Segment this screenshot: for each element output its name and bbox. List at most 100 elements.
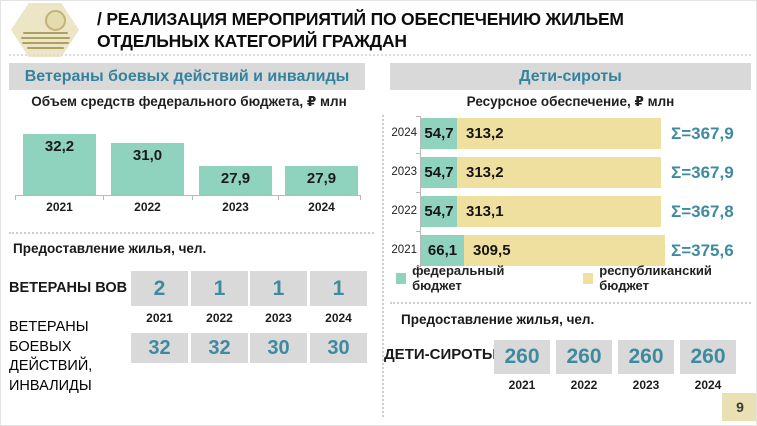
category-label-combat-veterans: ВЕТЕРАНЫ БОЕВЫХ ДЕЙСТВИЙ, ИНВАЛИДЫ [9, 318, 92, 396]
sum-total-label: Σ=367,8 [671, 202, 734, 221]
segment-value-label: 313,1 [466, 203, 504, 220]
axis-tick [15, 195, 16, 200]
logo-text-line [23, 32, 68, 34]
value-box: 260 [680, 340, 736, 374]
header-separator [9, 54, 751, 56]
republican-budget-segment: 313,2 [457, 157, 661, 188]
year-label: 2024 [694, 378, 722, 392]
slide-title-line1: / РЕАЛИЗАЦИЯ МЕРОПРИЯТИЙ ПО ОБЕСПЕЧЕНИЮ … [97, 9, 624, 29]
sum-total-label: Σ=367,9 [671, 163, 734, 182]
value-box: 30 [250, 333, 307, 363]
stacked-row-year-label: 2022 [391, 205, 417, 217]
segment-value-label: 66,1 [427, 242, 458, 259]
bar-chart-x-axis: 2021 2022 2023 2024 [15, 200, 361, 214]
x-axis-year-label: 2023 [222, 200, 249, 214]
year-label: 2023 [632, 378, 660, 392]
budget-bar: 27,9 [285, 166, 358, 195]
sum-total-label: Σ=375,6 [671, 241, 734, 260]
section-header-veterans: Ветераны боевых действий и инвалиды [9, 63, 365, 90]
legend-swatch [396, 272, 407, 284]
axis-tick [416, 153, 421, 154]
stacked-bar-row: 2024 54,7 313,2 Σ=367,9 [387, 118, 756, 149]
federal-budget-chart-title: Объем средств федерального бюджета, ₽ мл… [31, 94, 347, 109]
value-box: 260 [556, 340, 612, 374]
x-axis-year-label: 2021 [46, 200, 73, 214]
axis-tick [416, 192, 421, 193]
segment-value-label: 54,7 [424, 125, 454, 142]
sum-total-label: Σ=367,9 [671, 124, 734, 143]
value-box: 32 [191, 333, 248, 363]
budget-bar: 27,9 [199, 166, 272, 195]
year-label: 2021 [508, 378, 536, 392]
segment-value-label: 54,7 [424, 164, 454, 181]
year-label: 2023 [265, 311, 292, 325]
value-box: 2 [131, 271, 188, 306]
ministry-logo [11, 3, 79, 57]
axis-tick [416, 116, 421, 117]
stacked-row-year-label: 2023 [391, 166, 417, 178]
legend-item: федеральный бюджет [396, 263, 545, 293]
segment-value-label: 313,2 [466, 125, 504, 142]
stacked-bar-row: 2023 54,7 313,2 Σ=367,9 [387, 157, 756, 188]
value-box: 1 [191, 271, 248, 306]
federal-budget-segment: 66,1 [421, 235, 464, 266]
chart-legend: федеральный бюджет республиканский бюджет [396, 263, 751, 293]
segment-value-label: 313,2 [466, 164, 504, 181]
stacked-bar-row: 2022 54,7 313,1 Σ=367,8 [387, 196, 756, 227]
category-label-line: БОЕВЫХ [9, 338, 72, 355]
republican-budget-segment: 313,1 [457, 196, 661, 227]
slide-title: / РЕАЛИЗАЦИЯ МЕРОПРИЯТИЙ ПО ОБЕСПЕЧЕНИЮ … [97, 8, 697, 52]
axis-tick [360, 195, 361, 200]
federal-budget-segment: 54,7 [421, 118, 457, 149]
x-axis-year-label: 2024 [308, 200, 335, 214]
year-label: 2021 [146, 311, 173, 325]
legend-swatch [583, 272, 594, 284]
legend-item: республиканский бюджет [583, 263, 751, 293]
category-label-orphans: ДЕТИ-СИРОТЫ [384, 346, 497, 363]
category-label-line: ВЕТЕРАНЫ [9, 319, 89, 335]
section-header-orphans: Дети-сироты [390, 63, 751, 90]
category-label-line: ДЕЙСТВИЙ, [9, 358, 93, 374]
bar-value-label: 32,2 [44, 138, 75, 155]
republican-budget-segment: 313,2 [457, 118, 661, 149]
value-box: 260 [618, 340, 674, 374]
value-box: 32 [131, 333, 188, 363]
legend-label: федеральный бюджет [412, 263, 505, 293]
stacked-row-year-label: 2024 [391, 127, 417, 139]
year-label: 2022 [206, 311, 233, 325]
bar-value-label: 31,0 [132, 147, 163, 164]
federal-budget-segment: 54,7 [421, 196, 457, 227]
federal-budget-segment: 54,7 [421, 157, 457, 188]
logo-text-line [21, 37, 70, 39]
year-label: 2022 [570, 378, 598, 392]
budget-bar: 32,2 [23, 134, 96, 195]
category-label-vov-veterans: ВЕТЕРАНЫ ВОВ [9, 280, 128, 296]
axis-tick [192, 195, 193, 200]
category-label-line: ИНВАЛИДЫ [9, 377, 92, 394]
left-housing-title: Предоставление жилья, чел. [13, 241, 207, 256]
slide-title-line2: ОТДЕЛЬНЫХ КАТЕГОРИЙ ГРАЖДАН [97, 31, 407, 51]
axis-tick [416, 231, 421, 232]
right-housing-title: Предоставление жилья, чел. [401, 312, 595, 327]
page-number: 9 [722, 393, 756, 421]
resources-chart-title: Ресурсное обеспечение, ₽ млн [466, 94, 675, 109]
right-section-separator [390, 302, 751, 304]
stacked-chart-axis [420, 116, 421, 267]
segment-value-label: 309,5 [473, 242, 511, 259]
axis-tick [416, 266, 421, 267]
budget-bar: 31,0 [111, 143, 184, 195]
legend-label: республиканский бюджет [599, 263, 712, 293]
bar-value-label: 27,9 [306, 170, 337, 187]
value-box: 1 [250, 271, 307, 306]
axis-tick [278, 195, 279, 200]
bar-value-label: 27,9 [220, 170, 251, 187]
value-box: 260 [494, 340, 550, 374]
stacked-row-year-label: 2021 [391, 244, 417, 256]
republican-budget-segment: 309,5 [464, 235, 665, 266]
axis-tick [103, 195, 104, 200]
logo-text-line [22, 42, 69, 44]
year-label: 2024 [325, 311, 352, 325]
federal-budget-bar-chart: 32,2 31,0 27,9 27,9 [15, 118, 361, 200]
ministry-emblem-icon [45, 10, 66, 31]
